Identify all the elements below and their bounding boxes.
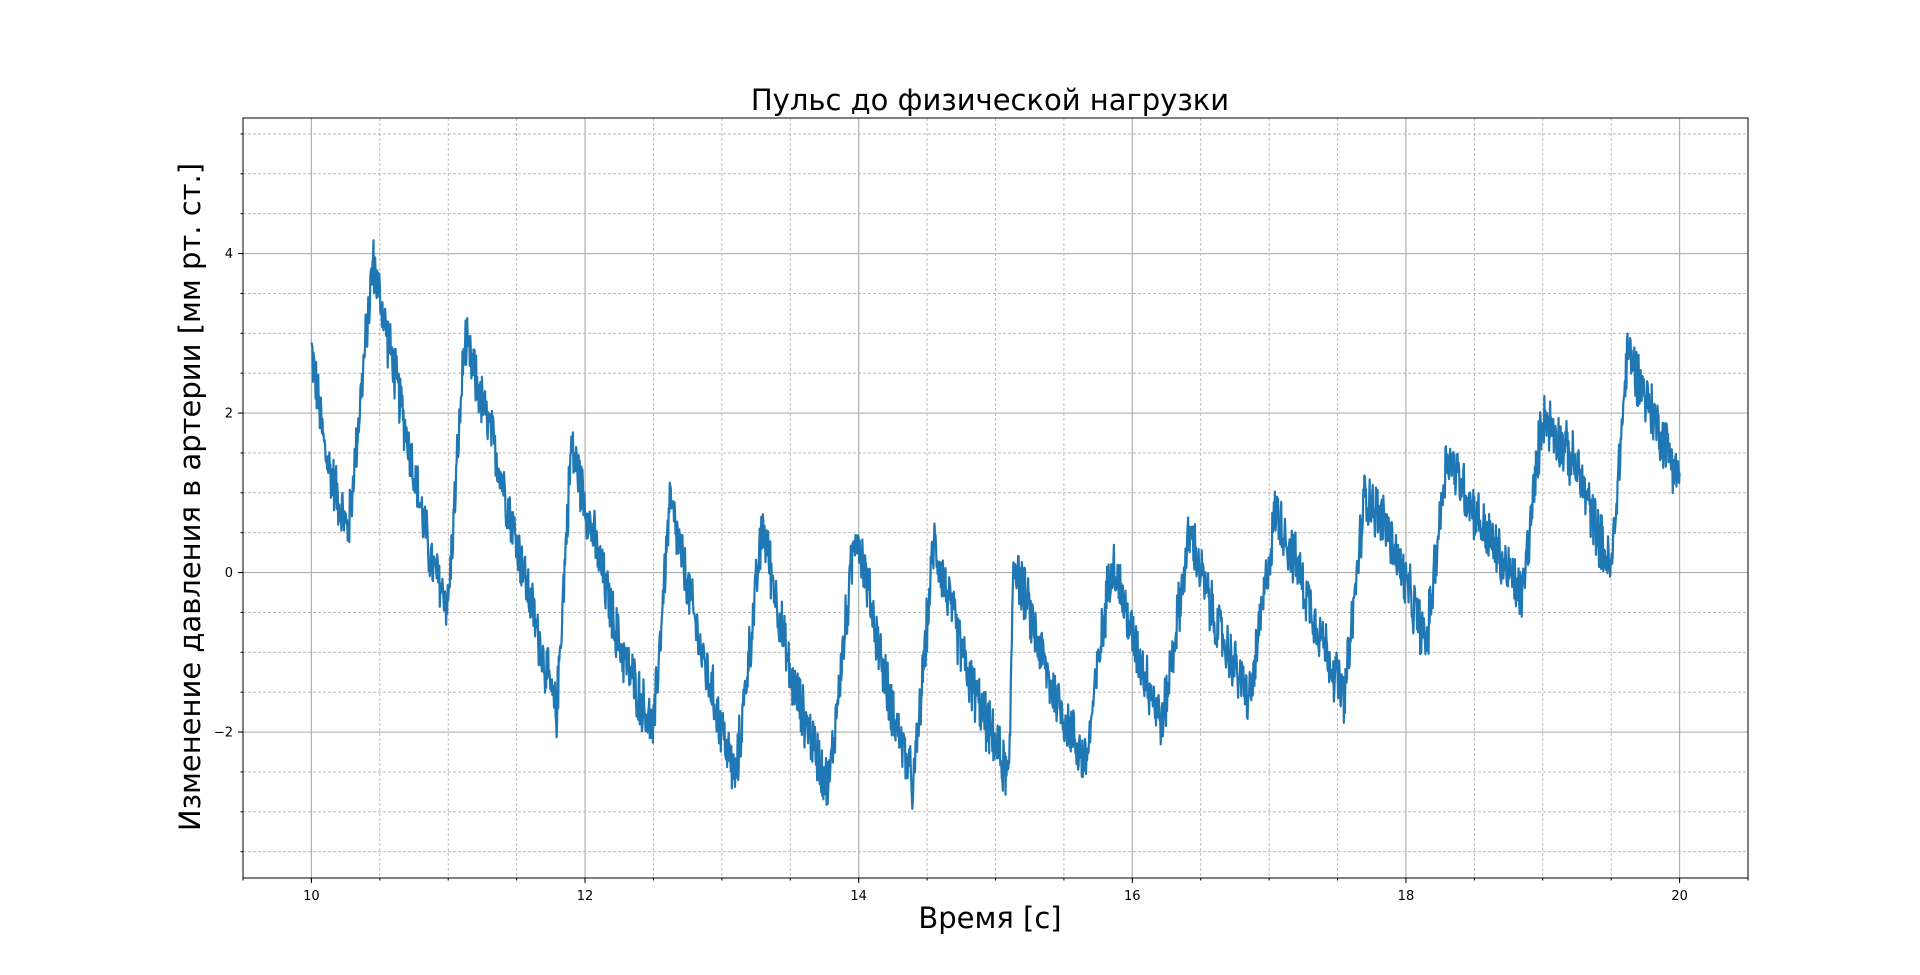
- x-tick-label: 18: [1398, 889, 1415, 904]
- series-group: [310, 239, 1681, 810]
- y-tick-label: −2: [214, 726, 233, 741]
- x-tick-label: 10: [303, 889, 320, 904]
- y-tick-label: 2: [225, 407, 233, 422]
- x-tick-label: 20: [1671, 889, 1688, 904]
- x-tick-label: 14: [850, 889, 867, 904]
- y-tick-label: 4: [225, 247, 233, 262]
- x-axis-label: Время [c]: [918, 901, 1061, 935]
- y-axis-ticks: −2 0 2 4: [214, 133, 243, 853]
- pressure-series-line: [310, 239, 1681, 810]
- x-tick-label: 16: [1124, 889, 1141, 904]
- chart-title: Пульс до физической нагрузки: [751, 83, 1229, 117]
- y-tick-label: 0: [225, 566, 233, 581]
- x-axis-ticks: 10 12 14 16 18 20: [242, 878, 1749, 904]
- minor-grid: [242, 118, 1749, 878]
- x-tick-label: 12: [577, 889, 594, 904]
- y-axis-label: Изменение давления в артерии [мм рт. ст.…: [173, 163, 207, 831]
